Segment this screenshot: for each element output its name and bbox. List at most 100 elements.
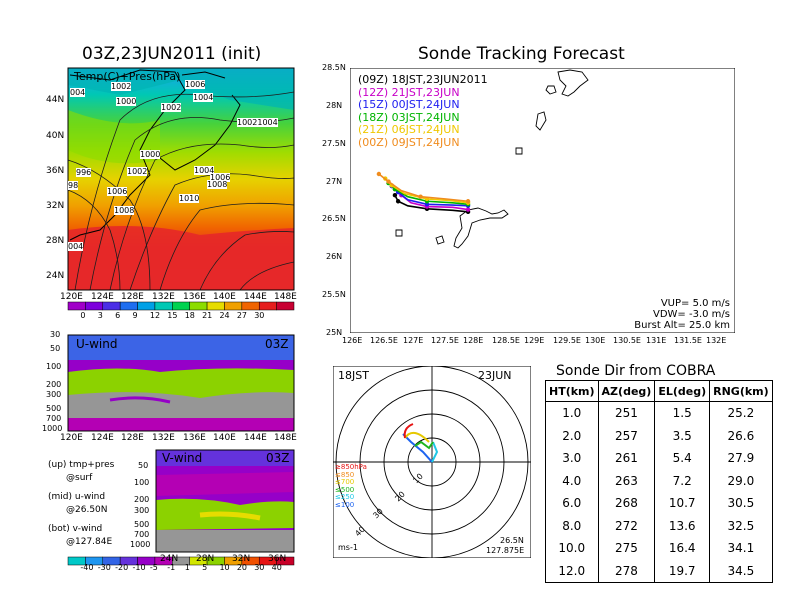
table-row: 12.0 278 19.7 34.5 (545, 559, 773, 583)
colorbar-swatch (276, 301, 295, 311)
colorbar-label: 20 (236, 563, 248, 572)
map-x-tick: 128E (121, 292, 144, 302)
cell: 8.0 (545, 514, 599, 537)
colorbar-swatch (102, 301, 121, 311)
map-x-tick: 140E (213, 292, 236, 302)
track-y-tick: 27.5N (322, 139, 346, 148)
colorbar-label: -40 (80, 563, 94, 572)
colorbar-label: 15 (167, 311, 178, 320)
cell: 3.0 (545, 447, 599, 470)
header-ht: HT(km) (545, 380, 599, 402)
cell: 257 (597, 424, 656, 447)
note-line: @127.84E (66, 537, 113, 547)
track-x-tick: 128E (463, 336, 484, 345)
polar-plot (333, 366, 531, 558)
v-wind-panel (155, 449, 295, 553)
cell: 26.6 (709, 424, 773, 447)
map-x-tick: 148E (274, 292, 297, 302)
track-y-tick: 26.5N (322, 214, 346, 223)
polar-lon: 127.875E (486, 546, 525, 555)
cell: 10.7 (654, 492, 711, 515)
track-y-tick: 28.5N (322, 63, 346, 72)
table-row: 2.0 257 3.5 26.6 (545, 424, 773, 447)
note-line: @surf (66, 473, 93, 483)
cell: 34.5 (709, 559, 773, 583)
map-x-tick: 132E (152, 292, 175, 302)
track-x-tick: 132E (706, 336, 727, 345)
isobar-label: 1000 (116, 97, 137, 106)
cell: 3.5 (654, 424, 711, 447)
v-wind-label: V-wind (162, 451, 203, 465)
param-vup: VUP= 5.0 m/s (660, 298, 730, 309)
map-x-tick: 144E (244, 292, 267, 302)
track-legend: (09Z) 18JST,23JUN2011 (12Z) 21JST,23JUN … (358, 73, 488, 149)
polar-date: 23JUN (478, 369, 512, 382)
level-entry: ≤100 (335, 500, 355, 509)
cell: 34.1 (709, 537, 773, 560)
u-x-tick: 140E (213, 433, 236, 443)
track-point (392, 193, 398, 198)
isobar-label: 1006 (107, 187, 128, 196)
level-entry: ≤700 (335, 478, 355, 486)
colorbar-label: -1 (167, 563, 176, 572)
isobar-label: 1002 (127, 167, 148, 176)
header-az: AZ(deg) (597, 380, 656, 402)
cell: 275 (597, 537, 656, 560)
track-x-tick: 131.5E (674, 336, 702, 345)
wind-colorbar (67, 556, 295, 566)
v-x-tick: 28N (196, 554, 215, 564)
v-x-tick: 24N (160, 554, 179, 564)
cell: 30.5 (709, 492, 773, 515)
u-wind-panel (67, 334, 295, 432)
cell: 268 (597, 492, 656, 515)
note-line: @26.50N (66, 505, 108, 515)
cell: 261 (597, 447, 656, 470)
track-series-group (376, 171, 471, 215)
temperature-map (67, 68, 295, 291)
colorbar-label: 12 (149, 311, 161, 320)
colorbar-label: 27 (236, 311, 248, 320)
isobar-label: 1004 (194, 166, 215, 175)
colorbar-label: 30 (254, 311, 265, 320)
map-x-tick: 124E (91, 292, 114, 302)
v-y-tick: 200 (134, 495, 150, 504)
map-x-tick: 136E (183, 292, 206, 302)
isobar-label: 10021004 (237, 118, 278, 127)
track-x-tick: 131E (646, 336, 667, 345)
cell: 5.4 (654, 447, 711, 470)
track-point (395, 199, 401, 204)
cell: 19.7 (654, 559, 711, 583)
u-y-tick: 30 (50, 330, 61, 339)
u-x-tick: 144E (244, 433, 267, 443)
legend-entry: (21Z) 06JST,24JUN (358, 123, 460, 136)
polar-lat: 26.5N (500, 536, 524, 545)
colorbar-label: -30 (97, 563, 111, 572)
colorbar-label: 21 (202, 311, 213, 320)
u-y-tick: 300 (46, 390, 62, 399)
track-x-tick: 130E (585, 336, 606, 345)
v-y-tick: 700 (134, 530, 150, 539)
v-y-tick: 1000 (130, 540, 151, 549)
table-row: 1.0 251 1.5 25.2 (545, 401, 773, 425)
colorbar-label: 30 (254, 563, 265, 572)
v-x-tick: 32N (232, 554, 251, 564)
polar-time: 18JST (338, 369, 369, 382)
track-point (465, 207, 471, 212)
coastline (395, 69, 589, 249)
table-row: 8.0 272 13.6 32.5 (545, 514, 773, 537)
cell: 7.2 (654, 469, 711, 492)
isobar-label: 1006 (185, 80, 206, 89)
cell: 29.0 (709, 469, 773, 492)
param-vdw: VDW= -3.0 m/s (653, 309, 730, 320)
v-y-tick: 500 (134, 520, 150, 529)
table-row: 10.0 275 16.4 34.1 (545, 537, 773, 560)
isobar-label: 004 (68, 242, 84, 251)
colorbar-label: 10 (219, 563, 230, 572)
legend-entry: (00Z) 09JST,24JUN (358, 135, 460, 149)
map-y-tick: 36N (46, 166, 65, 176)
temperature-colorbar (67, 301, 295, 311)
colorbar-swatch (137, 301, 156, 311)
cell: 6.0 (545, 492, 599, 515)
cell: 25.2 (709, 401, 773, 425)
